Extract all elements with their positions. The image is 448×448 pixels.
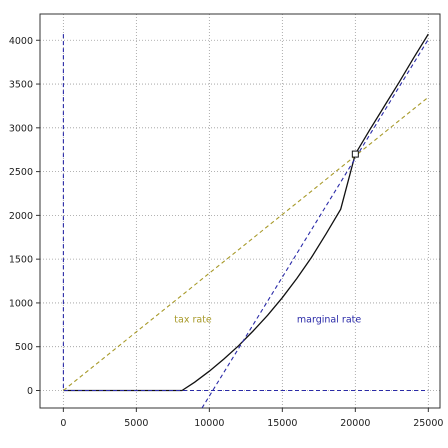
series-line-0 [63,33,429,392]
y-tick-label: 0 [27,386,33,397]
x-tick-label: 20000 [340,418,370,429]
series-line-1 [63,96,429,391]
y-tick-label: 1500 [9,255,33,266]
y-tick-label: 2000 [9,211,33,222]
y-tick-label: 1000 [9,298,33,309]
y-tick-label: 2500 [9,167,33,178]
intersection-marker [351,150,359,158]
annotation-label: tax rate [174,315,212,326]
y-tick-label: 500 [15,342,33,353]
series-line-2 [201,39,429,408]
series-line-3 [62,34,429,392]
x-tick-label: 5000 [124,418,148,429]
y-tick-label: 3000 [9,123,33,134]
y-tick-label: 3500 [9,80,33,91]
y-tick-label: 4000 [9,36,33,47]
plot-frame [39,13,441,409]
x-tick-label: 15000 [267,418,297,429]
x-tick-label: 10000 [194,418,224,429]
x-tick-label: 25000 [413,418,443,429]
x-tick-label: 0 [60,418,66,429]
annotation-label: marginal rate [297,315,361,326]
